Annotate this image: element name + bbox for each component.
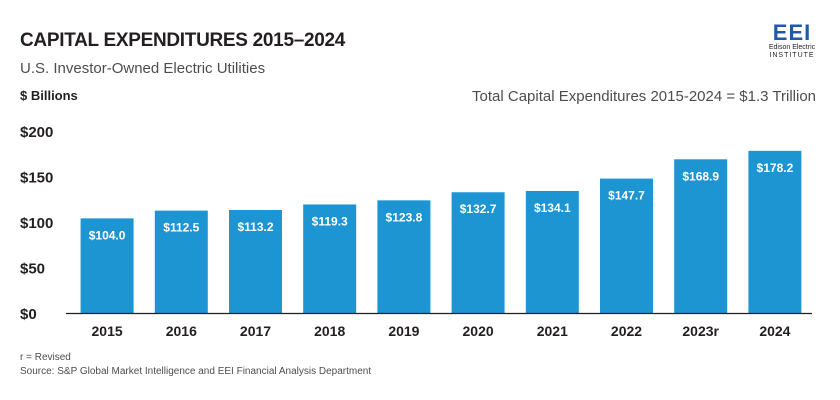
bar-value-label: $113.2 xyxy=(237,220,273,234)
x-tick-label: 2024 xyxy=(759,323,790,339)
x-tick-label: 2023r xyxy=(682,323,719,339)
bar-value-label: $168.9 xyxy=(682,169,719,183)
bar-value-label: $112.5 xyxy=(163,221,199,235)
bar xyxy=(674,159,728,313)
bar-chart: $0 $50 $100 $150 $200 $104.0 2015 $112.5 2016 $11… xyxy=(20,124,812,339)
bar-value-label: $134.1 xyxy=(534,201,571,215)
bar xyxy=(377,200,431,313)
eei-logo-line2: INSTITUTE xyxy=(769,52,815,59)
x-tick-label: 2016 xyxy=(166,323,197,339)
x-tick-label: 2015 xyxy=(92,323,123,339)
bar xyxy=(303,204,357,313)
x-tick-label: 2017 xyxy=(240,323,271,339)
bar xyxy=(525,190,579,313)
bar xyxy=(229,209,282,313)
bar xyxy=(748,150,802,313)
bar xyxy=(600,178,653,313)
revised-footnote: r = Revised xyxy=(20,352,71,363)
x-tick-label: 2022 xyxy=(611,323,642,339)
source-footnote: Source: S&P Global Market Intelligence a… xyxy=(20,366,372,377)
bar xyxy=(451,192,505,313)
total-capex-note: Total Capital Expenditures 2015-2024 = $… xyxy=(472,88,816,105)
y-tick-label: $50 xyxy=(20,261,45,278)
bar xyxy=(154,210,208,313)
bar-value-label: $119.3 xyxy=(312,214,348,228)
chart-title: CAPITAL EXPENDITURES 2015–2024 xyxy=(20,30,346,51)
bar-value-label: $147.7 xyxy=(608,189,645,203)
eei-logo-line1: Edison Electric xyxy=(768,44,816,51)
chart-subtitle: U.S. Investor-Owned Electric Utilities xyxy=(20,60,266,77)
y-axis-unit-label: $ Billions xyxy=(20,88,78,103)
y-tick-label: $200 xyxy=(20,124,53,141)
bar-value-label: $123.8 xyxy=(386,210,423,224)
x-tick-label: 2019 xyxy=(388,323,419,339)
bar-value-label: $178.2 xyxy=(757,161,794,175)
bar xyxy=(80,218,134,313)
x-tick-label: 2018 xyxy=(314,323,345,339)
y-tick-label: $0 xyxy=(20,306,37,323)
x-tick-label: 2021 xyxy=(537,323,568,339)
bar-value-label: $104.0 xyxy=(89,228,126,242)
eei-logo-mark: EEI xyxy=(772,20,812,45)
x-tick-label: 2020 xyxy=(463,323,494,339)
bar-value-label: $132.7 xyxy=(460,202,497,216)
y-tick-label: $150 xyxy=(20,170,53,187)
eei-logo: EEI Edison Electric INSTITUTE xyxy=(762,22,822,60)
y-tick-label: $100 xyxy=(20,215,53,232)
